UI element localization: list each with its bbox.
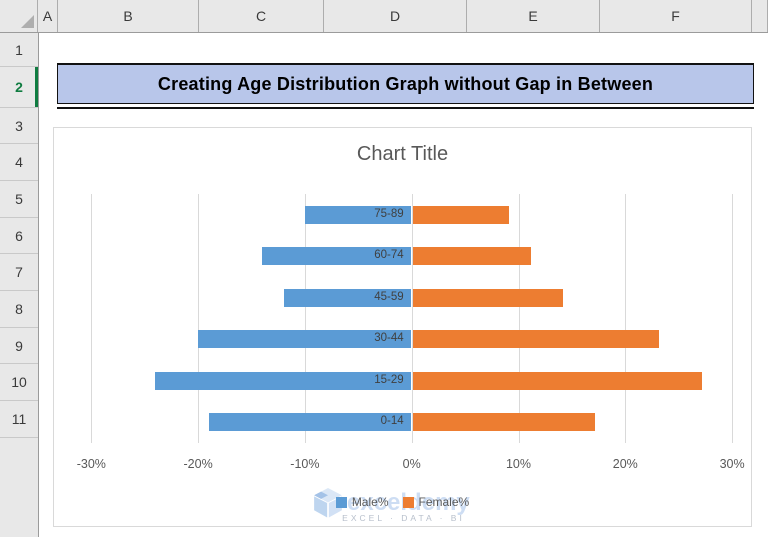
selected-row-accent — [35, 67, 38, 107]
column-header-b[interactable]: B — [58, 0, 199, 32]
category-label: 75-89 — [374, 207, 404, 220]
category-label: 0-14 — [380, 415, 404, 428]
row-header-10[interactable]: 10 — [0, 364, 38, 401]
gridline-20% — [625, 194, 627, 443]
column-header-f[interactable]: F — [600, 0, 752, 32]
row-header-1[interactable]: 1 — [0, 33, 38, 67]
legend-label: Female% — [418, 495, 470, 509]
row-header-9[interactable]: 9 — [0, 328, 38, 364]
category-label: 45-59 — [374, 290, 404, 303]
select-all-triangle-icon — [21, 15, 34, 28]
axis-tick-label: 10% — [505, 457, 532, 471]
legend-item-female[interactable]: Female% — [402, 495, 470, 509]
row-header-5[interactable]: 5 — [0, 181, 38, 218]
male-bar-75-89[interactable] — [304, 205, 411, 224]
male-bar-45-59[interactable] — [283, 288, 411, 307]
male-bar-15-29[interactable] — [155, 371, 411, 390]
axis-tick-label: 30% — [719, 457, 745, 471]
banner-double-border — [57, 107, 754, 109]
male-bar-60-74[interactable] — [262, 247, 411, 266]
gridline-10% — [518, 194, 520, 443]
row-header-filler — [0, 438, 38, 537]
gridline--20% — [198, 194, 200, 443]
row-header-3[interactable]: 3 — [0, 108, 38, 144]
male-bar-0-14[interactable] — [208, 413, 411, 432]
female-bar-30-44[interactable] — [413, 330, 659, 349]
legend-swatch-icon — [402, 496, 414, 508]
column-header-e[interactable]: E — [467, 0, 600, 32]
row-header-7[interactable]: 7 — [0, 254, 38, 291]
chart-legend[interactable]: Male% Female% — [54, 495, 751, 509]
category-label: 15-29 — [374, 373, 404, 386]
female-bar-45-59[interactable] — [413, 288, 563, 307]
female-bar-0-14[interactable] — [413, 413, 595, 432]
legend-item-male[interactable]: Male% — [335, 495, 389, 509]
column-header-partial[interactable] — [752, 0, 768, 32]
column-header-d[interactable]: D — [324, 0, 467, 32]
category-label: 30-44 — [374, 332, 404, 345]
plot-area: -30% -20% -10% 0% 10% 20% 30% 75-89 60-74 45-59 30… — [54, 128, 751, 526]
axis-tick-label: -20% — [183, 457, 213, 471]
axis-tick-label: 20% — [612, 457, 638, 471]
row-header-4[interactable]: 4 — [0, 144, 38, 181]
category-label: 60-74 — [374, 249, 404, 262]
gridline--10% — [304, 194, 306, 443]
gridline-30% — [732, 194, 734, 443]
chart-area[interactable]: Chart Title -30% -20% -10% 0% 10% 20% 30% 75-89… — [53, 127, 752, 527]
watermark-tagline: EXCEL · DATA · BI — [342, 513, 465, 523]
axis-tick-label: -30% — [76, 457, 106, 471]
watermark: exceldemy — [314, 488, 470, 518]
axis-tick-label: 0% — [402, 457, 421, 471]
female-bar-15-29[interactable] — [413, 371, 702, 390]
legend-label: Male% — [351, 495, 389, 509]
male-bar-30-44[interactable] — [198, 330, 411, 349]
female-bar-75-89[interactable] — [413, 205, 510, 224]
row-header-8[interactable]: 8 — [0, 291, 38, 328]
axis-tick-label: -10% — [290, 457, 320, 471]
gridline--30% — [91, 194, 93, 443]
legend-swatch-icon — [335, 496, 347, 508]
gridline-0% — [411, 194, 413, 443]
select-all-button[interactable] — [0, 0, 38, 32]
row-header-2[interactable]: 2 — [0, 67, 38, 108]
row-header-11[interactable]: 11 — [0, 401, 38, 438]
banner-cell[interactable]: Creating Age Distribution Graph without … — [57, 63, 754, 104]
banner-title: Creating Age Distribution Graph without … — [157, 73, 654, 94]
chart-title[interactable]: Chart Title — [356, 143, 449, 165]
column-header-a[interactable]: A — [38, 0, 58, 32]
row-header-6[interactable]: 6 — [0, 218, 38, 254]
row-header-strip: 1 2 3 4 5 6 7 8 9 10 11 — [0, 33, 39, 537]
female-bar-60-74[interactable] — [413, 247, 531, 266]
column-header-c[interactable]: C — [199, 0, 324, 32]
